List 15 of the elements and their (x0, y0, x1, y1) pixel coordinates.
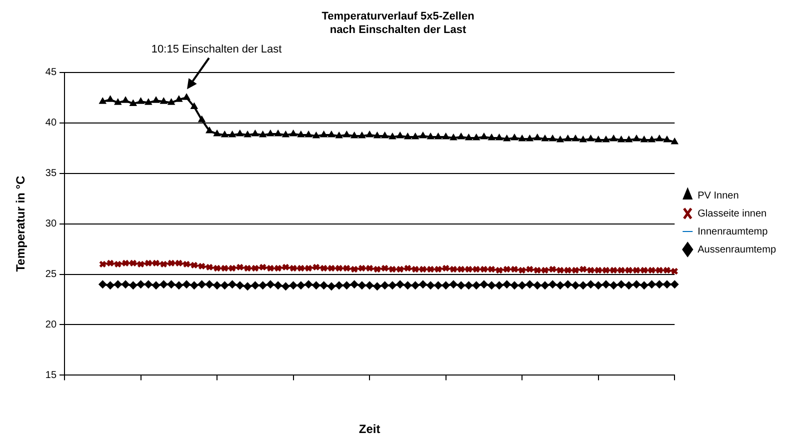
y-tick-label: 15 (45, 370, 57, 381)
chart-title: Temperaturverlauf 5x5-Zellen nach Einschalten der Last (322, 10, 475, 36)
y-tick-label: 35 (45, 168, 57, 180)
legend-label: Aussenraumtemp (698, 244, 776, 256)
text: 10:15 Einschalten der Last (151, 43, 282, 56)
y-tick-label: 45 (45, 67, 57, 78)
y-axis-title: Temperatur in °C (14, 176, 28, 272)
y-tick-label: 40 (45, 118, 57, 129)
legend-label: Innenraumtemp (698, 226, 768, 238)
legend-label: Glasseite innen (698, 208, 767, 220)
y-tick-label: 20 (45, 319, 57, 330)
x-axis-title: Zeit (358, 422, 380, 436)
y-tick-label: 30 (45, 218, 57, 230)
legend-label: PV Innen (698, 190, 739, 202)
y-tick-label: 25 (45, 269, 57, 280)
